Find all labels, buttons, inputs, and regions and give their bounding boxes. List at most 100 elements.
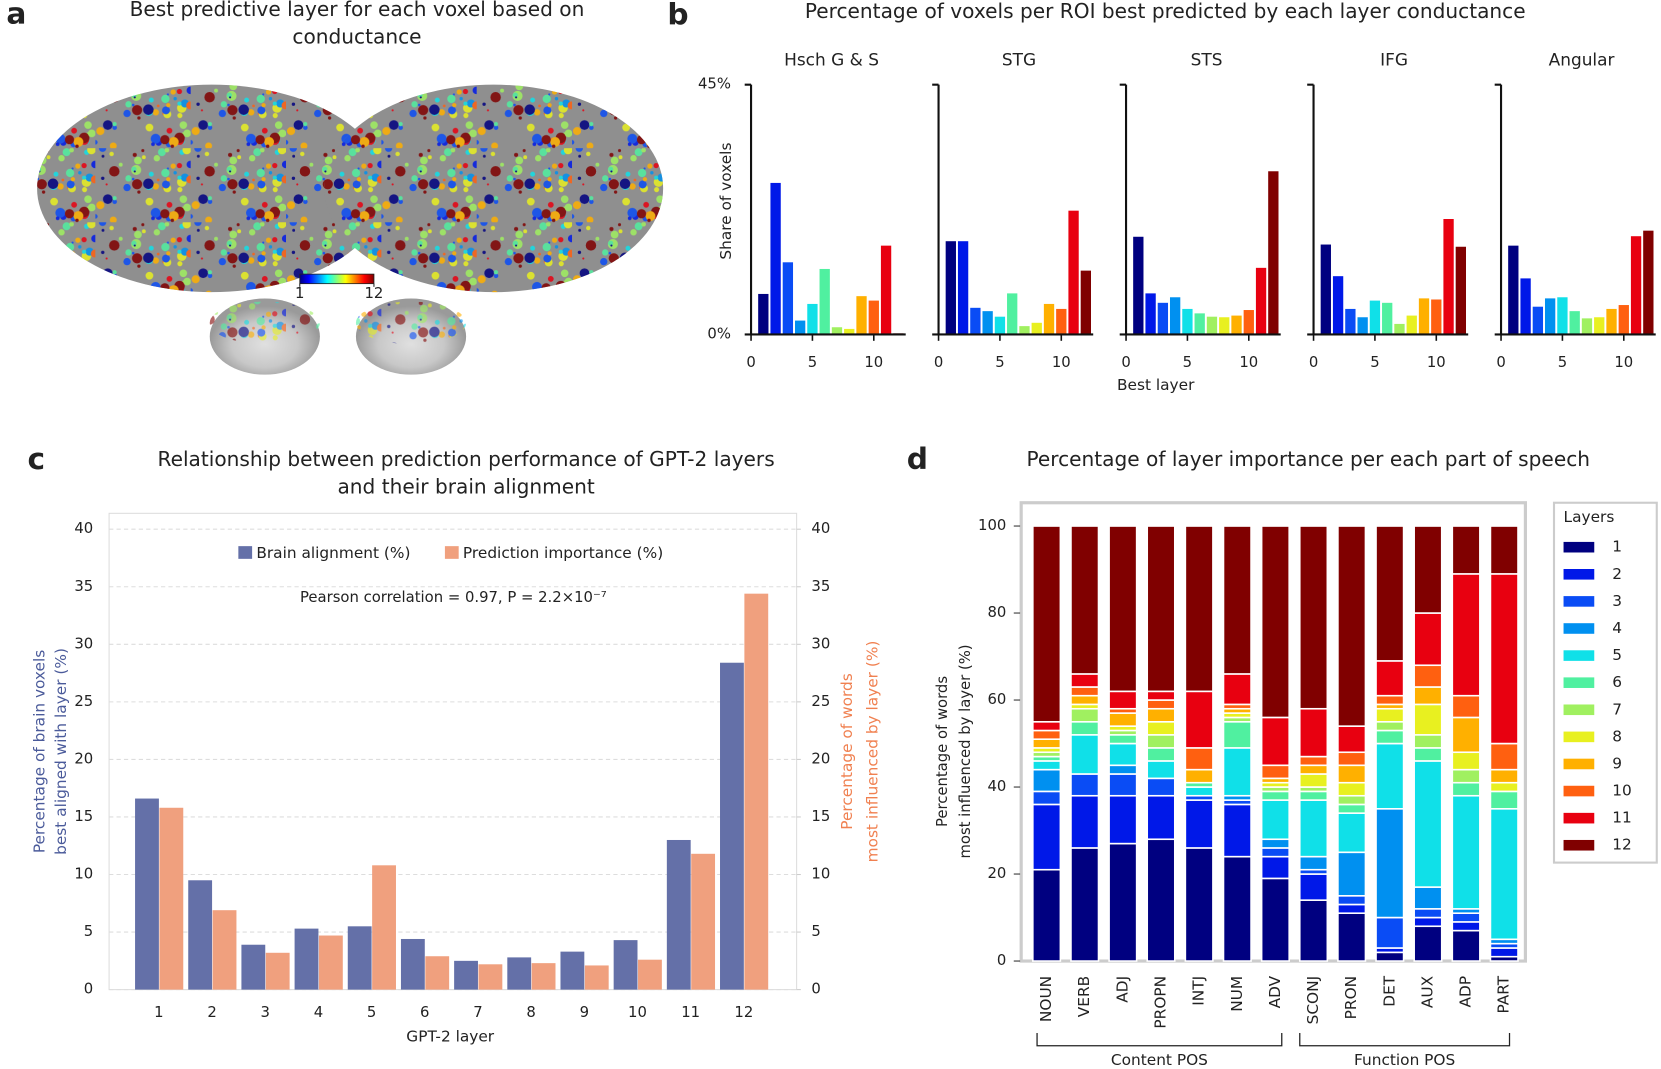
chart-title: Percentage of voxels per ROI best predic… — [805, 0, 1526, 23]
bar-segment — [1260, 799, 1290, 841]
subplot-title: STS — [1191, 49, 1223, 69]
x-tick-label: 5 — [995, 354, 1004, 371]
bar-segment — [1375, 525, 1405, 662]
bar-segment — [1184, 799, 1214, 849]
bar — [135, 798, 159, 990]
x-tick-label: 2 — [207, 1004, 216, 1021]
bar-segment — [1451, 912, 1481, 923]
bar-segment — [1298, 790, 1329, 801]
colorbar-tick-label: 1 — [295, 285, 304, 302]
bar-segment — [1070, 773, 1100, 797]
bar-segment — [1184, 847, 1214, 962]
legend-swatch — [238, 546, 253, 559]
bar-segment — [1413, 664, 1443, 688]
bar-segment — [1337, 751, 1367, 767]
bar — [1056, 308, 1067, 335]
bar-segment — [1413, 908, 1443, 919]
bar-segment — [1298, 799, 1329, 858]
bar — [1231, 315, 1242, 335]
x-tick-label: 0 — [1309, 354, 1318, 371]
bar-segment — [1337, 912, 1367, 962]
bar-segment — [1146, 734, 1176, 749]
bar — [159, 807, 184, 990]
bar — [807, 303, 818, 335]
bar-segment — [1070, 794, 1100, 849]
y-tick-label: 100 — [978, 517, 1006, 534]
x-tick-label: AUX — [1418, 975, 1436, 1008]
bar — [1206, 316, 1218, 335]
y-axis-label: Share of voxels — [717, 143, 735, 260]
bar-segment — [1108, 690, 1138, 710]
legend-swatch — [1563, 623, 1595, 634]
bar-segment — [1146, 747, 1176, 762]
subplot-title: Hsch G & S — [784, 49, 879, 69]
legend-label: 10 — [1612, 782, 1632, 800]
bar-segment — [1337, 764, 1367, 784]
bar-segment — [1108, 525, 1138, 693]
bar — [1431, 299, 1442, 335]
bar-segment — [1222, 855, 1252, 962]
bar-segment — [1298, 525, 1329, 710]
bar-segment — [1375, 916, 1405, 949]
y-tick-label: 45% — [698, 76, 731, 93]
bar-segment — [1451, 694, 1481, 719]
x-tick-label: DET — [1380, 975, 1398, 1006]
x-tick-label: 8 — [526, 1004, 535, 1021]
x-tick-label: 6 — [420, 1004, 429, 1021]
x-tick-label: 4 — [314, 1004, 323, 1021]
x-tick-label: 9 — [580, 1004, 589, 1021]
x-tick-label: 12 — [734, 1004, 753, 1021]
panel-letter: a — [6, 0, 26, 30]
bar-segment — [1032, 729, 1062, 740]
bar-segment — [1375, 742, 1405, 810]
bar-segment — [1146, 707, 1176, 723]
legend-swatch — [1563, 839, 1595, 851]
x-tick-label: 10 — [1614, 354, 1633, 371]
bar-segment — [1032, 868, 1062, 962]
bar — [531, 963, 556, 990]
bar-segment — [1375, 807, 1405, 919]
bar — [1418, 298, 1430, 335]
bar — [1068, 210, 1079, 335]
legend-swatch — [1563, 785, 1595, 797]
y2-tick-label: 15 — [811, 808, 830, 825]
bar-segment — [1260, 790, 1290, 801]
y-axis-label: Percentage of brain voxels — [31, 650, 49, 853]
bar — [1394, 323, 1405, 335]
x-tick-label: 3 — [261, 1004, 270, 1021]
bar-segment — [1413, 703, 1443, 736]
bar-segment — [1337, 781, 1367, 797]
bar — [1169, 297, 1181, 335]
legend-label: 2 — [1612, 565, 1622, 583]
bar-segment — [1146, 525, 1176, 693]
brain-left-map — [37, 84, 387, 293]
chart-title: Percentage of layer importance per each … — [1026, 447, 1590, 471]
bar — [1255, 267, 1267, 335]
legend-swatch — [1563, 812, 1595, 824]
bar — [425, 956, 450, 990]
bar — [507, 957, 532, 990]
bar — [1043, 303, 1055, 335]
brain-right-map — [324, 84, 664, 293]
bar-segment — [1032, 768, 1062, 793]
bar-segment — [1337, 525, 1367, 727]
bar — [1557, 297, 1568, 335]
subplot-title: Angular — [1549, 49, 1615, 69]
y-tick-label: 80 — [987, 604, 1006, 621]
subplot-title: STG — [1002, 49, 1036, 69]
bar-segment — [1260, 847, 1290, 858]
bar-segment — [1070, 686, 1100, 697]
y2-tick-label: 25 — [811, 693, 830, 710]
group-bracket — [1036, 1033, 1283, 1047]
bar — [1594, 317, 1605, 335]
bar — [1643, 230, 1654, 335]
bar-segment — [1032, 738, 1062, 749]
legend-title: Layers — [1564, 508, 1615, 526]
y-axis-label: best aligned with layer (%) — [52, 648, 70, 855]
legend-swatch — [1563, 677, 1595, 688]
bar — [957, 241, 969, 335]
x-tick-label: 11 — [681, 1004, 700, 1021]
bar-segment — [1451, 929, 1481, 962]
y-tick-label: 0 — [84, 981, 93, 998]
bar — [478, 964, 503, 990]
